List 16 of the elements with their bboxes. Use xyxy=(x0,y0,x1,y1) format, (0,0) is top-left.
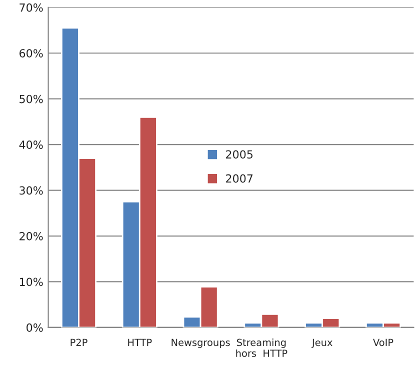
x-tick-label: Jeux xyxy=(311,338,332,348)
y-tick-label: 30% xyxy=(20,186,43,195)
y-tick-label: 0% xyxy=(26,323,43,332)
y-tick-label: 20% xyxy=(20,232,43,240)
y-tick-label: 50% xyxy=(20,94,43,104)
y-tick-label: 70% xyxy=(20,3,43,12)
legend-label: 2005 xyxy=(226,150,252,159)
x-tick-label: HTTP xyxy=(128,338,152,346)
legend-label: 2007 xyxy=(226,174,253,183)
x-tick-label: Newsgroups xyxy=(172,338,230,348)
x-tick-label: VoIP xyxy=(373,338,394,346)
y-tick-label: 60% xyxy=(20,49,43,58)
y-tick-label: 10% xyxy=(20,278,43,286)
x-tick-label: P2P xyxy=(70,338,88,346)
y-tick-label: 40% xyxy=(19,140,43,149)
x-tick-label: Streaming hors HTTP xyxy=(236,338,288,357)
